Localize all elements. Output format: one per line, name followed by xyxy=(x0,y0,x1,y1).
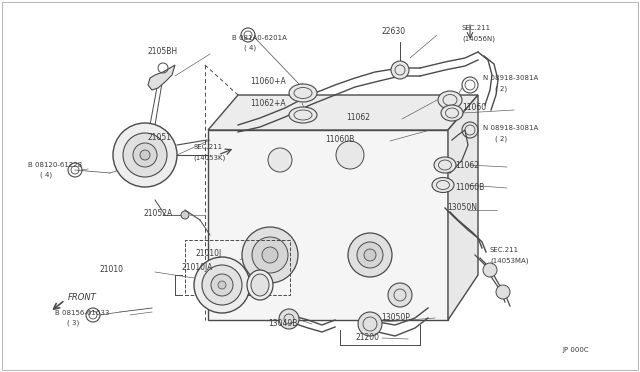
Ellipse shape xyxy=(432,177,454,192)
Circle shape xyxy=(133,143,157,167)
Circle shape xyxy=(194,257,250,313)
Ellipse shape xyxy=(289,84,317,102)
Bar xyxy=(185,240,290,295)
Text: ( 4): ( 4) xyxy=(244,45,256,51)
Ellipse shape xyxy=(438,91,462,109)
Circle shape xyxy=(364,249,376,261)
Ellipse shape xyxy=(441,105,463,121)
Text: 21010JA: 21010JA xyxy=(182,263,213,273)
Text: B 08120-61228: B 08120-61228 xyxy=(28,162,82,168)
Text: B 081A0-6201A: B 081A0-6201A xyxy=(232,35,287,41)
Circle shape xyxy=(211,274,233,296)
Polygon shape xyxy=(208,95,478,130)
Text: ( 2): ( 2) xyxy=(495,136,507,142)
Circle shape xyxy=(357,242,383,268)
Ellipse shape xyxy=(251,274,269,296)
Ellipse shape xyxy=(247,270,273,300)
Text: B 08156-61633: B 08156-61633 xyxy=(55,310,109,316)
Ellipse shape xyxy=(289,107,317,123)
Text: ( 3): ( 3) xyxy=(67,320,79,326)
Circle shape xyxy=(348,233,392,277)
Text: FRONT: FRONT xyxy=(68,294,97,302)
Circle shape xyxy=(336,141,364,169)
Text: SEC.211: SEC.211 xyxy=(462,25,491,31)
Circle shape xyxy=(483,263,497,277)
Text: 11062: 11062 xyxy=(455,161,479,170)
Text: 11060: 11060 xyxy=(462,103,486,112)
Circle shape xyxy=(181,211,189,219)
Text: 21051: 21051 xyxy=(148,134,172,142)
Circle shape xyxy=(140,150,150,160)
Text: SEC.211: SEC.211 xyxy=(193,144,222,150)
Circle shape xyxy=(218,281,226,289)
Text: 21010: 21010 xyxy=(100,266,124,275)
Circle shape xyxy=(496,285,510,299)
Ellipse shape xyxy=(434,157,456,173)
Circle shape xyxy=(391,61,409,79)
Polygon shape xyxy=(448,95,478,320)
Text: 21010J: 21010J xyxy=(196,248,222,257)
Text: ( 2): ( 2) xyxy=(495,86,507,92)
Circle shape xyxy=(113,123,177,187)
Text: (14056N): (14056N) xyxy=(462,36,495,42)
Text: 11062+A: 11062+A xyxy=(250,99,285,108)
Text: 11060B: 11060B xyxy=(455,183,484,192)
Text: SEC.211: SEC.211 xyxy=(490,247,519,253)
Text: 13049B: 13049B xyxy=(268,318,298,327)
Circle shape xyxy=(262,247,278,263)
Text: 13050N: 13050N xyxy=(447,203,477,212)
Text: 2105BH: 2105BH xyxy=(148,48,178,57)
Text: (14053K): (14053K) xyxy=(193,155,225,161)
Circle shape xyxy=(358,312,382,336)
Circle shape xyxy=(202,265,242,305)
Text: JP 000C: JP 000C xyxy=(562,347,589,353)
Circle shape xyxy=(279,309,299,329)
Text: 22630: 22630 xyxy=(382,28,406,36)
Text: N 08918-3081A: N 08918-3081A xyxy=(483,125,538,131)
Text: 11062: 11062 xyxy=(346,112,370,122)
Circle shape xyxy=(123,133,167,177)
Circle shape xyxy=(252,237,288,273)
Text: 21052A: 21052A xyxy=(143,209,172,218)
Text: 11060+A: 11060+A xyxy=(250,77,285,87)
Text: 13050P: 13050P xyxy=(381,314,410,323)
Circle shape xyxy=(268,148,292,172)
Polygon shape xyxy=(148,65,175,90)
Text: 21200: 21200 xyxy=(355,333,379,341)
Text: ( 4): ( 4) xyxy=(40,172,52,178)
Text: 11060B: 11060B xyxy=(325,135,355,144)
Circle shape xyxy=(388,283,412,307)
Polygon shape xyxy=(208,130,448,320)
Circle shape xyxy=(242,227,298,283)
Text: (14053MA): (14053MA) xyxy=(490,258,529,264)
Text: N 08918-3081A: N 08918-3081A xyxy=(483,75,538,81)
